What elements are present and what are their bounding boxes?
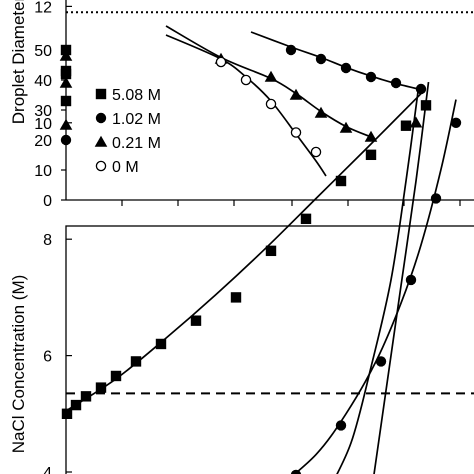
data-point-5-08-m bbox=[60, 95, 72, 107]
bottom-fit-curve-0-21-m bbox=[373, 81, 430, 474]
data-point-0-m bbox=[240, 74, 252, 86]
top-y-tick-label: 10 bbox=[34, 163, 52, 180]
bottom-data-point-5-08-m bbox=[95, 382, 107, 393]
legend-marker-5-08-m bbox=[95, 88, 107, 100]
data-point-0-m bbox=[215, 56, 227, 68]
droplet-diameter-axis-label: Droplet Diameter bbox=[9, 0, 28, 124]
bottom-data-point-5-08-m bbox=[230, 292, 242, 303]
data-point-0-21-m bbox=[339, 121, 353, 133]
bottom-y-tick-label: 6 bbox=[43, 349, 52, 366]
bottom-fit-curve-0-m bbox=[336, 87, 420, 474]
bottom-data-point-1-02-m bbox=[335, 420, 347, 431]
legend-label-1-02-m: 1.02 M bbox=[112, 111, 161, 128]
data-point-1-02-m bbox=[365, 71, 377, 83]
bottom-data-point-5-08-m bbox=[61, 408, 73, 419]
bottom-y-tick-label: 8 bbox=[43, 232, 52, 249]
fit-curve-0-m bbox=[165, 34, 327, 177]
data-point-0-m bbox=[265, 98, 277, 110]
bottom-data-point-5-08-m bbox=[335, 175, 347, 187]
data-point-0-21-m bbox=[289, 88, 303, 100]
data-point-1-02-m bbox=[340, 62, 352, 74]
bottom-data-point-1-02-m bbox=[430, 193, 442, 204]
data-point-1-02-m bbox=[390, 77, 402, 89]
bottom-data-point-5-08-m bbox=[300, 213, 312, 225]
data-point-0-21-m bbox=[314, 106, 328, 118]
bottom-data-point-0-21-m bbox=[409, 116, 423, 128]
legend-marker-1-02-m bbox=[95, 112, 107, 124]
nacl-concentration-panel: NaCl Concentration (M) 4 6 8 10 12 bbox=[9, 0, 474, 474]
bottom-y-tick-label: 12 bbox=[34, 0, 52, 16]
bottom-data-point-5-08-m bbox=[155, 338, 167, 350]
data-point-0-21-m bbox=[59, 118, 73, 130]
top-y-tick-label: 50 bbox=[34, 43, 52, 60]
data-point-0-21-m bbox=[264, 70, 278, 82]
data-point-1-02-m bbox=[285, 44, 297, 56]
legend-label-0-m: 0 M bbox=[112, 159, 139, 176]
bottom-data-point-5-08-m bbox=[80, 391, 92, 402]
nacl-concentration-axis-label: NaCl Concentration (M) bbox=[9, 275, 28, 454]
bottom-data-point-1-02-m bbox=[450, 117, 462, 128]
data-point-0-21-m bbox=[364, 130, 378, 142]
legend-marker-0-m bbox=[95, 160, 107, 172]
bottom-data-points bbox=[61, 100, 462, 474]
bottom-fit-curve-1-02-m bbox=[293, 99, 457, 474]
top-y-tick-label: 0 bbox=[43, 193, 52, 210]
bottom-fit-curve-5-08-m bbox=[65, 93, 422, 412]
reference-lines bbox=[66, 11, 474, 395]
data-point-0-21-m bbox=[59, 76, 73, 88]
legend-label-0-21-m: 0.21 M bbox=[112, 135, 161, 152]
bottom-data-point-1-02-m bbox=[405, 274, 417, 286]
top-y-tick-label: 40 bbox=[34, 73, 52, 90]
bottom-data-point-5-08-m bbox=[400, 120, 412, 131]
bottom-data-point-5-08-m bbox=[420, 100, 432, 111]
data-point-5-08-m bbox=[60, 68, 72, 80]
top-y-tick-label: 20 bbox=[34, 133, 52, 150]
bottom-data-point-5-08-m bbox=[265, 245, 277, 257]
legend-marker-0-21-m bbox=[94, 135, 108, 147]
bottom-data-point-5-08-m bbox=[365, 149, 377, 161]
bottom-data-point-5-08-m bbox=[190, 315, 202, 326]
bottom-y-tick-label: 4 bbox=[43, 465, 52, 474]
legend: 5.08 M 1.02 M 0.21 M 0 M bbox=[94, 87, 161, 176]
bottom-data-point-1-02-m bbox=[375, 356, 387, 367]
legend-label-5-08-m: 5.08 M bbox=[112, 87, 161, 104]
bottom-data-point-5-08-m bbox=[70, 399, 82, 411]
bottom-data-point-5-08-m bbox=[110, 370, 122, 382]
top-data-points bbox=[59, 44, 427, 158]
top-y-tick-label: 30 bbox=[34, 103, 52, 120]
data-point-1-02-m bbox=[60, 134, 72, 146]
bottom-data-point-5-08-m bbox=[130, 356, 142, 367]
bottom-data-point-1-02-m bbox=[290, 469, 302, 474]
bottom-axes: 4 6 8 10 12 bbox=[34, 0, 474, 474]
bottom-y-tick-label: 10 bbox=[34, 116, 52, 133]
data-point-0-m bbox=[310, 146, 322, 158]
data-point-1-02-m bbox=[315, 53, 327, 65]
data-point-0-m bbox=[290, 127, 302, 138]
bottom-fit-curves bbox=[65, 81, 457, 474]
data-point-0-21-m bbox=[59, 49, 73, 61]
bottom-plot-frame bbox=[65, 225, 474, 474]
